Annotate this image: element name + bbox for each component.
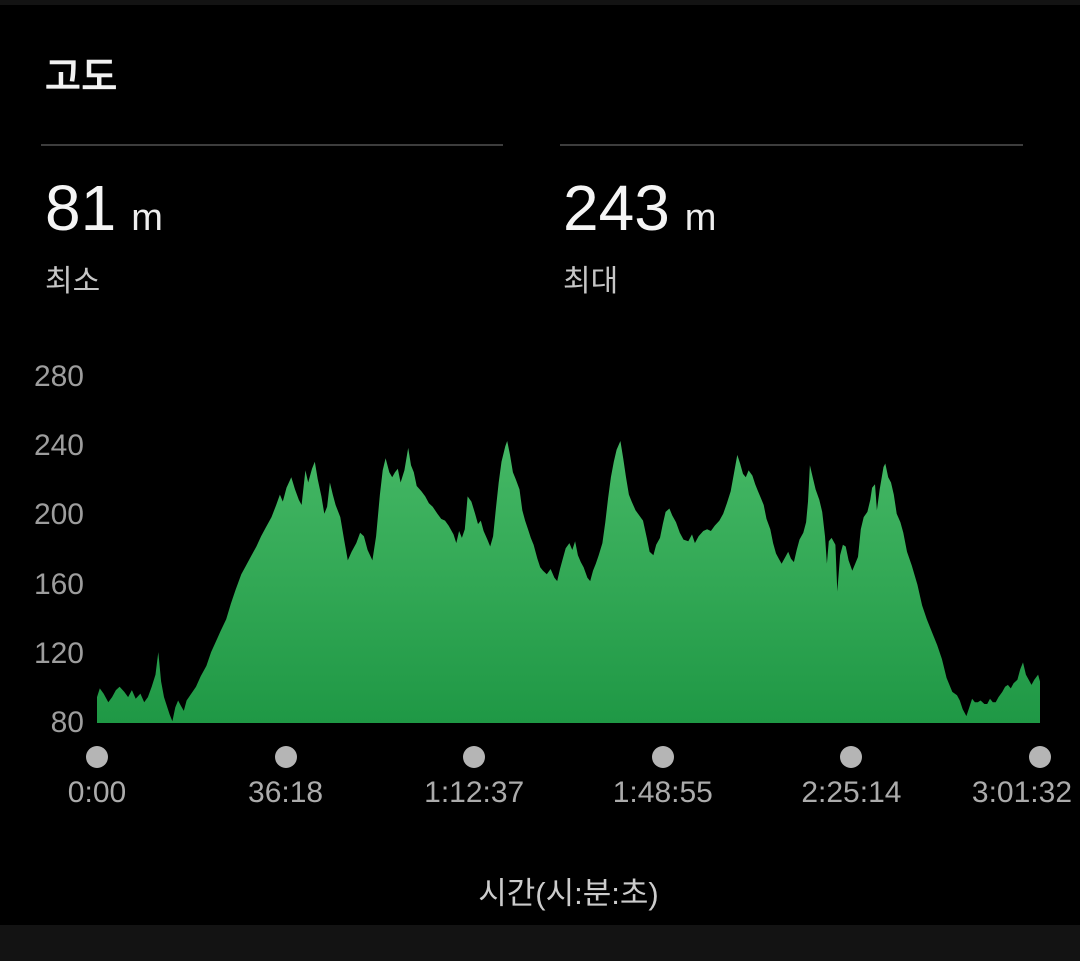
y-axis-label: 80 bbox=[50, 706, 84, 739]
x-tick-label: 1:12:37 bbox=[424, 776, 525, 809]
x-tick-dot bbox=[463, 746, 486, 768]
min-elevation-unit: m bbox=[131, 197, 163, 239]
x-tick-dot bbox=[86, 746, 108, 768]
max-elevation-label: 최대 bbox=[563, 265, 619, 298]
elevation-area-chart[interactable] bbox=[97, 377, 1040, 723]
x-axis-title: 시간(시:분:초) bbox=[478, 876, 659, 911]
max-elevation-unit: m bbox=[684, 197, 717, 239]
min-elevation-value: 81 bbox=[45, 172, 117, 244]
page-title: 고도 bbox=[45, 56, 118, 99]
x-tick-dot bbox=[1029, 746, 1051, 768]
x-tick-label: 2:25:14 bbox=[801, 776, 902, 809]
max-elevation-value: 243 bbox=[563, 172, 670, 244]
max-elevation-stat: 243 m 최대 bbox=[563, 176, 1023, 300]
bottom-edge-strip bbox=[0, 925, 1080, 961]
x-tick-label: 0:00 bbox=[67, 776, 127, 809]
y-axis-label: 120 bbox=[33, 636, 84, 670]
min-elevation-stat: 81 m 최소 bbox=[45, 176, 505, 300]
elevation-area-fill bbox=[97, 441, 1040, 723]
max-stat-divider bbox=[560, 144, 1023, 146]
x-tick-label: 3:01:32 bbox=[971, 776, 1072, 809]
y-axis-label: 280 bbox=[33, 360, 84, 393]
y-axis-label: 160 bbox=[33, 567, 84, 601]
x-tick-label: 1:48:55 bbox=[612, 776, 713, 809]
top-edge-strip bbox=[0, 0, 1080, 5]
x-tick-dot bbox=[840, 746, 863, 768]
x-tick-dot bbox=[274, 746, 297, 768]
y-axis-label: 200 bbox=[33, 498, 84, 532]
min-stat-divider bbox=[41, 144, 503, 146]
y-axis-label: 240 bbox=[33, 429, 84, 463]
min-elevation-label: 최소 bbox=[45, 265, 101, 298]
x-tick-label: 36:18 bbox=[248, 776, 324, 809]
x-tick-dot bbox=[651, 746, 674, 768]
